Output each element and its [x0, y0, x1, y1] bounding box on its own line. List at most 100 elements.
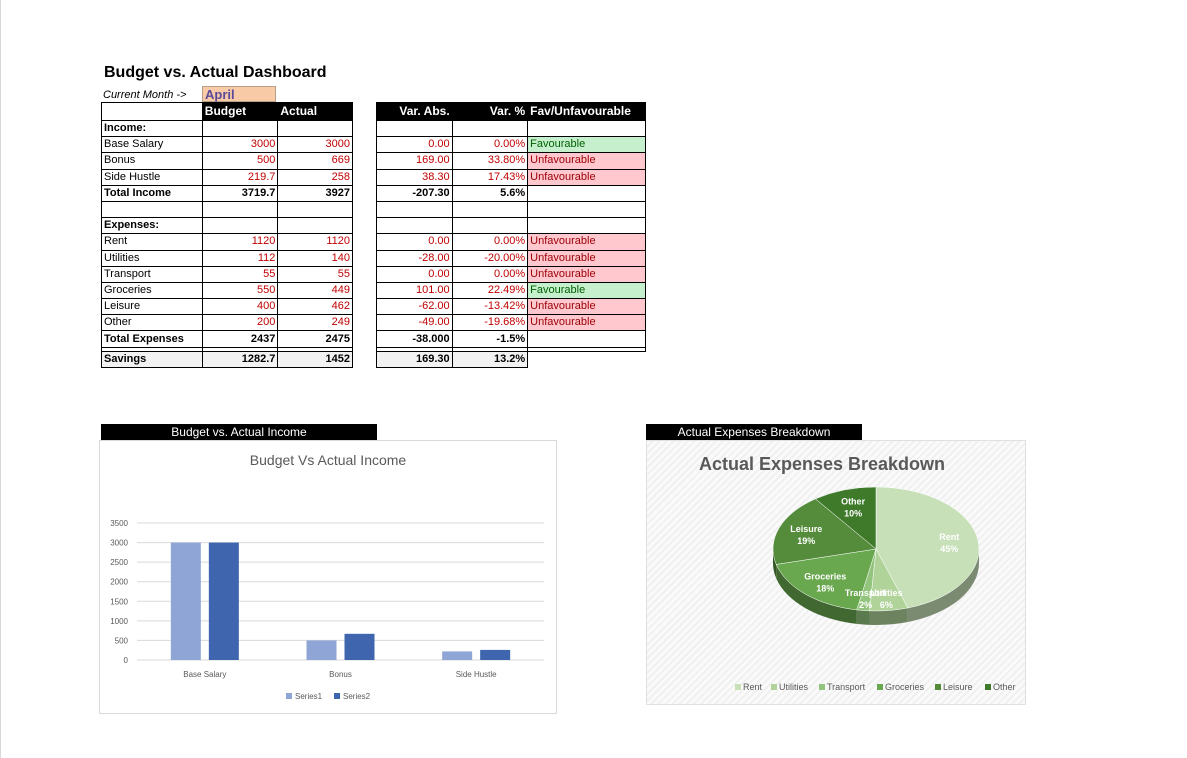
var-abs-cell[interactable]: -49.00	[376, 314, 453, 332]
var-pct-cell[interactable]: -20.00%	[451, 249, 529, 267]
header-actual[interactable]: Actual	[277, 102, 353, 121]
actual-cell[interactable]	[277, 217, 353, 235]
expenses-chart-container[interactable]: Actual Expenses Breakdown Rent 45% Utilitie…	[646, 440, 1026, 705]
var-abs-cell[interactable]: 169.00	[376, 152, 453, 170]
row-label[interactable]: Other	[101, 314, 203, 332]
actual-cell[interactable]: 140	[277, 249, 353, 267]
actual-cell[interactable]: 1120	[277, 233, 353, 251]
var-pct-cell[interactable]	[451, 217, 529, 235]
row-label[interactable]: Savings	[101, 350, 203, 368]
actual-cell[interactable]: 55	[277, 265, 353, 283]
row-label[interactable]: Expenses:	[101, 217, 203, 235]
row-label[interactable]: Leisure	[101, 298, 203, 316]
var-pct-cell[interactable]: 13.2%	[451, 350, 529, 368]
fav-unfav-cell[interactable]: Unfavourable	[527, 249, 646, 267]
actual-cell[interactable]: 2475	[277, 330, 353, 348]
var-abs-cell[interactable]	[376, 200, 453, 219]
budget-cell[interactable]: 500	[201, 152, 279, 170]
budget-cell[interactable]: 219.7	[201, 168, 279, 186]
var-pct-cell[interactable]: -19.68%	[451, 314, 529, 332]
var-abs-cell[interactable]: 101.00	[376, 281, 453, 300]
var-abs-cell[interactable]	[376, 119, 453, 138]
var-abs-cell[interactable]: -38.000	[376, 330, 453, 348]
var-abs-cell[interactable]: 0.00	[376, 233, 453, 251]
row-label[interactable]: Bonus	[101, 152, 203, 170]
fav-unfav-cell[interactable]: Unfavourable	[527, 265, 646, 283]
budget-cell[interactable]: 55	[201, 265, 279, 283]
var-pct-cell[interactable]: 22.49%	[451, 281, 529, 300]
row-label[interactable]	[101, 200, 203, 219]
fav-unfav-cell[interactable]	[527, 200, 646, 219]
header-label-cell[interactable]	[101, 102, 203, 121]
var-pct-cell[interactable]: 33.80%	[451, 152, 529, 170]
budget-cell[interactable]	[201, 119, 279, 138]
fav-unfav-cell[interactable]	[527, 351, 646, 368]
header-budget[interactable]: Budget	[201, 102, 279, 121]
var-pct-cell[interactable]: 0.00%	[451, 233, 529, 251]
var-abs-cell[interactable]: 0.00	[376, 265, 453, 283]
fav-unfav-cell[interactable]	[527, 330, 646, 348]
actual-cell[interactable]	[277, 200, 353, 219]
header-var-pct[interactable]: Var. %	[451, 102, 529, 121]
var-abs-cell[interactable]	[376, 217, 453, 235]
row-label[interactable]: Utilities	[101, 249, 203, 267]
row-label[interactable]: Total Income	[101, 184, 203, 202]
actual-cell[interactable]: 449	[277, 281, 353, 300]
var-abs-cell[interactable]: 38.30	[376, 168, 453, 186]
budget-cell[interactable]	[201, 217, 279, 235]
var-pct-cell[interactable]: 0.00%	[451, 265, 529, 283]
var-pct-cell[interactable]	[451, 119, 529, 138]
row-label[interactable]: Total Expenses	[101, 330, 203, 348]
row-label[interactable]: Base Salary	[101, 136, 203, 154]
actual-cell[interactable]: 1452	[277, 350, 353, 368]
fav-unfav-cell[interactable]: Favourable	[527, 136, 646, 154]
budget-cell[interactable]: 200	[201, 314, 279, 332]
budget-cell[interactable]: 1282.7	[201, 350, 279, 368]
var-abs-cell[interactable]: -207.30	[376, 184, 453, 202]
actual-cell[interactable]: 669	[277, 152, 353, 170]
var-pct-cell[interactable]: 17.43%	[451, 168, 529, 186]
fav-unfav-cell[interactable]: Unfavourable	[527, 298, 646, 316]
actual-cell[interactable]: 249	[277, 314, 353, 332]
var-pct-cell[interactable]	[451, 200, 529, 219]
var-abs-cell[interactable]: 169.30	[376, 350, 453, 368]
actual-cell[interactable]: 3000	[277, 136, 353, 154]
actual-cell[interactable]: 258	[277, 168, 353, 186]
var-pct-cell[interactable]: 0.00%	[451, 136, 529, 154]
fav-unfav-cell[interactable]	[527, 217, 646, 235]
header-var-abs[interactable]: Var. Abs.	[376, 102, 453, 121]
row-label[interactable]: Income:	[101, 119, 203, 138]
actual-cell[interactable]: 462	[277, 298, 353, 316]
budget-cell[interactable]: 112	[201, 249, 279, 267]
current-month-input[interactable]: April	[202, 86, 276, 102]
actual-cell[interactable]	[277, 119, 353, 138]
var-abs-cell[interactable]: -62.00	[376, 298, 453, 316]
budget-cell[interactable]: 3719.7	[201, 184, 279, 202]
row-label[interactable]: Side Hustle	[101, 168, 203, 186]
header-fav-unfav[interactable]: Fav/Unfavourable	[527, 102, 646, 121]
var-abs-cell[interactable]: -28.00	[376, 249, 453, 267]
fav-unfav-cell[interactable]	[527, 119, 646, 138]
fav-unfav-cell[interactable]	[527, 184, 646, 202]
var-pct-cell[interactable]: -13.42%	[451, 298, 529, 316]
budget-cell[interactable]: 2437	[201, 330, 279, 348]
fav-unfav-cell[interactable]: Unfavourable	[527, 233, 646, 251]
budget-cell[interactable]: 550	[201, 281, 279, 300]
fav-unfav-cell[interactable]: Unfavourable	[527, 152, 646, 170]
var-pct-cell[interactable]: -1.5%	[451, 330, 529, 348]
fav-unfav-cell[interactable]	[527, 346, 646, 352]
income-chart-container[interactable]: Budget Vs Actual Income 0 500 1000 1500 2000 2…	[99, 440, 557, 714]
actual-cell[interactable]: 3927	[277, 184, 353, 202]
var-abs-cell[interactable]: 0.00	[376, 136, 453, 154]
var-pct-cell[interactable]: 5.6%	[451, 184, 529, 202]
budget-cell[interactable]: 3000	[201, 136, 279, 154]
row-label[interactable]: Rent	[101, 233, 203, 251]
fav-unfav-cell[interactable]: Unfavourable	[527, 168, 646, 186]
row-label[interactable]: Transport	[101, 265, 203, 283]
row-label[interactable]: Groceries	[101, 281, 203, 300]
budget-cell[interactable]: 400	[201, 298, 279, 316]
fav-unfav-cell[interactable]: Favourable	[527, 281, 646, 300]
fav-unfav-cell[interactable]: Unfavourable	[527, 314, 646, 332]
budget-cell[interactable]: 1120	[201, 233, 279, 251]
budget-cell[interactable]	[201, 200, 279, 219]
